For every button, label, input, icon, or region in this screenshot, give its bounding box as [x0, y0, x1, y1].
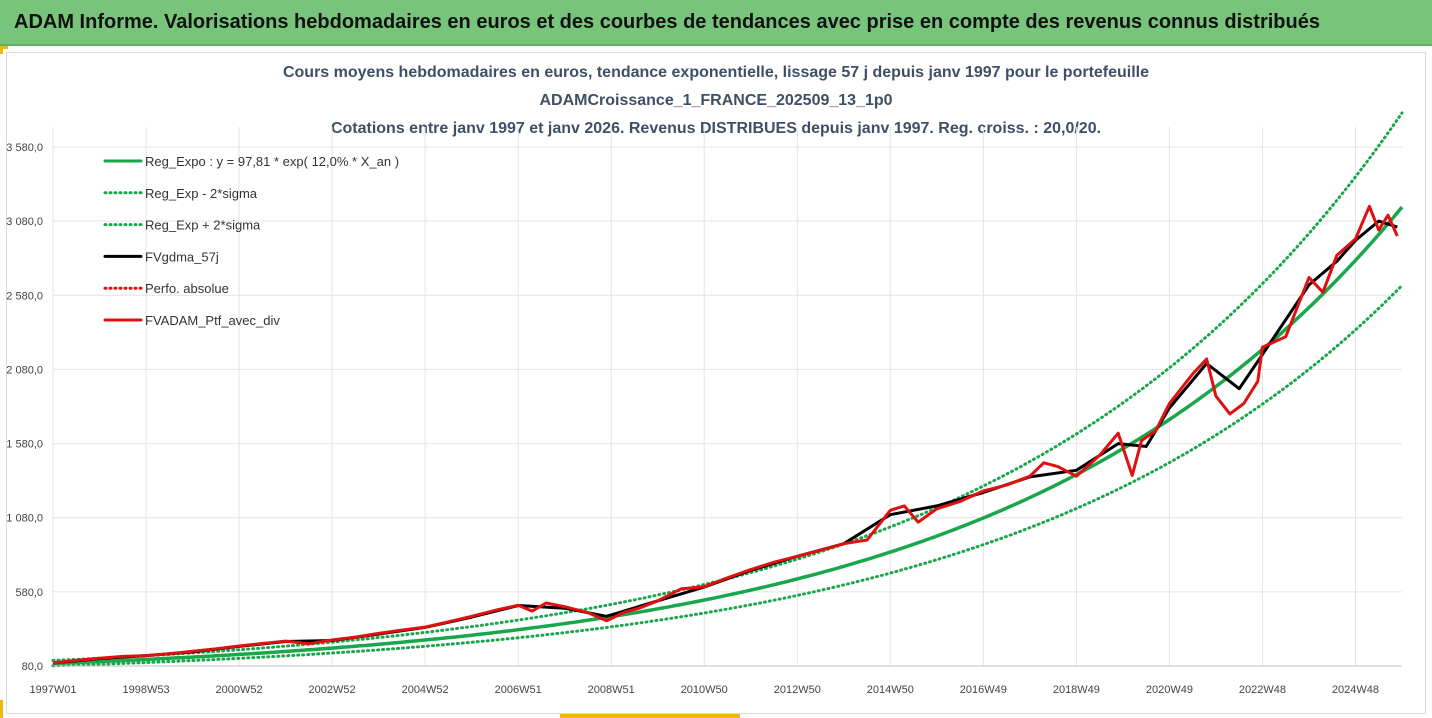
legend: Reg_Expo : y = 97,81 * exp( 12,0% * X_an… — [103, 154, 399, 328]
legend-label: FVADAM_Ptf_avec_div — [145, 313, 280, 328]
y-tick-label: 1 080,0 — [6, 513, 43, 525]
series-layer — [51, 111, 1404, 668]
x-tick-label: 2010W50 — [681, 684, 728, 696]
x-tick-label: 2014W50 — [867, 684, 914, 696]
corner-accent-top-left — [0, 46, 8, 54]
legend-label: Reg_Exp - 2*sigma — [145, 186, 258, 201]
y-tick-label: 1 580,0 — [6, 439, 43, 451]
legend-label: Perfo. absolue — [145, 281, 229, 296]
corner-accent-bottom-left — [0, 700, 8, 718]
chart-title-line-2: ADAMCroissance_1_FRANCE_202509_13_1p0 — [539, 92, 893, 109]
x-tick-label: 2016W49 — [960, 684, 1007, 696]
y-tick-label: 2 080,0 — [6, 364, 43, 376]
x-tick-label: 2024W48 — [1332, 684, 1379, 696]
chart-title-line-1: Cours moyens hebdomadaires en euros, ten… — [282, 64, 1150, 81]
y-tick-label: 3 580,0 — [6, 142, 43, 154]
x-tick-label: 2006W51 — [495, 684, 542, 696]
series-reg-expo — [52, 205, 1404, 666]
y-tick-label: 2 580,0 — [6, 290, 43, 302]
chart-title-line-3: Cotations entre janv 1997 et janv 2026. … — [330, 120, 1102, 137]
y-tick-label: 3 080,0 — [6, 216, 43, 228]
y-tick-label: 580,0 — [15, 587, 43, 599]
chart-frame — [6, 52, 1426, 714]
x-tick-label: 1998W53 — [122, 684, 169, 696]
x-tick-label: 2000W52 — [216, 684, 263, 696]
legend-label: Reg_Expo : y = 97,81 * exp( 12,0% * X_an… — [145, 154, 399, 169]
x-tick-label: 2012W50 — [774, 684, 821, 696]
x-tick-label: 1997W01 — [29, 684, 76, 696]
x-tick-label: 2004W52 — [402, 684, 449, 696]
x-tick-label: 2018W49 — [1053, 684, 1100, 696]
header-bar: ADAM Informe. Valorisations hebdomadaire… — [0, 0, 1432, 46]
axis-layer: 80,0 580,0 1 080,0 1 580,0 2 080,0 2 580,0 3 0… — [6, 142, 1402, 696]
page-title: ADAM Informe. Valorisations hebdomadaire… — [14, 11, 1320, 33]
series-fvadam-ptf-avec-div — [52, 204, 1399, 665]
legend-label: Reg_Exp + 2*sigma — [145, 218, 261, 233]
x-tick-label: 2002W52 — [309, 684, 356, 696]
legend-label: FVgdma_57j — [145, 249, 219, 264]
bottom-accent-bar — [560, 714, 740, 718]
x-tick-label: 2022W48 — [1239, 684, 1286, 696]
y-tick-label: 80,0 — [22, 661, 43, 673]
x-tick-label: 2008W51 — [588, 684, 635, 696]
series-reg-minus-2sigma — [51, 284, 1404, 668]
x-tick-label: 2020W49 — [1146, 684, 1193, 696]
